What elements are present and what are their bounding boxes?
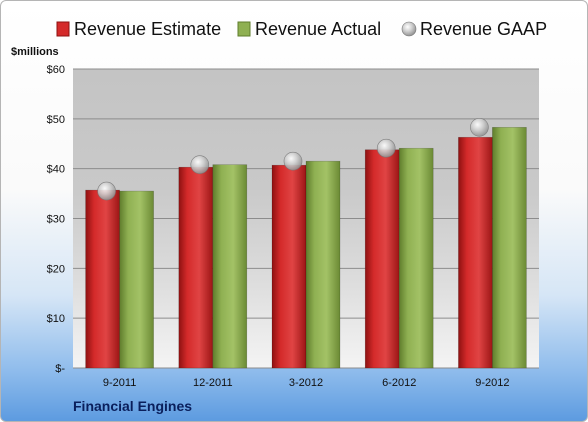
bar-revenue-actual — [212, 164, 248, 369]
bar-revenue-estimate — [85, 189, 120, 369]
y-tick-label: $20 — [47, 263, 65, 275]
y-tick-label: $10 — [47, 313, 65, 325]
gaap-marker — [283, 151, 303, 171]
bar-revenue-estimate — [364, 149, 400, 369]
y-tick-label: $60 — [47, 64, 65, 76]
y-tick-label: $40 — [47, 164, 65, 176]
legend-label: Revenue Actual — [255, 19, 381, 39]
company-name: Financial Engines — [73, 398, 193, 414]
gaap-marker — [470, 118, 489, 137]
bar-revenue-actual — [398, 147, 434, 369]
legend-label: Revenue Estimate — [74, 19, 221, 39]
gaap-marker — [190, 155, 210, 174]
bars — [85, 127, 527, 369]
x-tick-label: 9-2012 — [475, 377, 509, 389]
y-axis-unit-label: $millions — [11, 46, 59, 58]
x-tick-label: 9-2011 — [103, 377, 136, 389]
y-tick-label: $30 — [47, 214, 65, 226]
gaap-markers — [97, 118, 489, 201]
x-tick-label: 3-2012 — [289, 377, 323, 389]
x-axis: 9-2011 12-2011 3-2012 6-2012 9-2012 — [103, 377, 510, 389]
x-tick-label: 6-2012 — [382, 377, 416, 389]
bar-revenue-actual — [492, 127, 527, 369]
bar-revenue-actual — [305, 160, 341, 369]
legend-label: Revenue GAAP — [420, 19, 547, 39]
y-axis: $- $10 $20 $30 $40 $50 $60 — [47, 64, 66, 375]
bar-revenue-estimate — [178, 166, 214, 369]
legend-swatch — [401, 21, 417, 37]
x-tick-label: 12-2011 — [193, 377, 233, 389]
y-tick-label: $50 — [47, 114, 65, 126]
bar-revenue-estimate — [458, 136, 493, 369]
bar-revenue-estimate — [271, 164, 307, 369]
gaap-marker — [376, 138, 396, 158]
bar-revenue-actual — [119, 190, 154, 369]
legend: Revenue Estimate Revenue Actual Revenue GA… — [56, 19, 547, 39]
y-tick-label: $- — [55, 363, 65, 375]
legend-swatch — [56, 21, 70, 37]
gaap-marker — [97, 181, 116, 201]
legend-swatch — [237, 21, 251, 37]
